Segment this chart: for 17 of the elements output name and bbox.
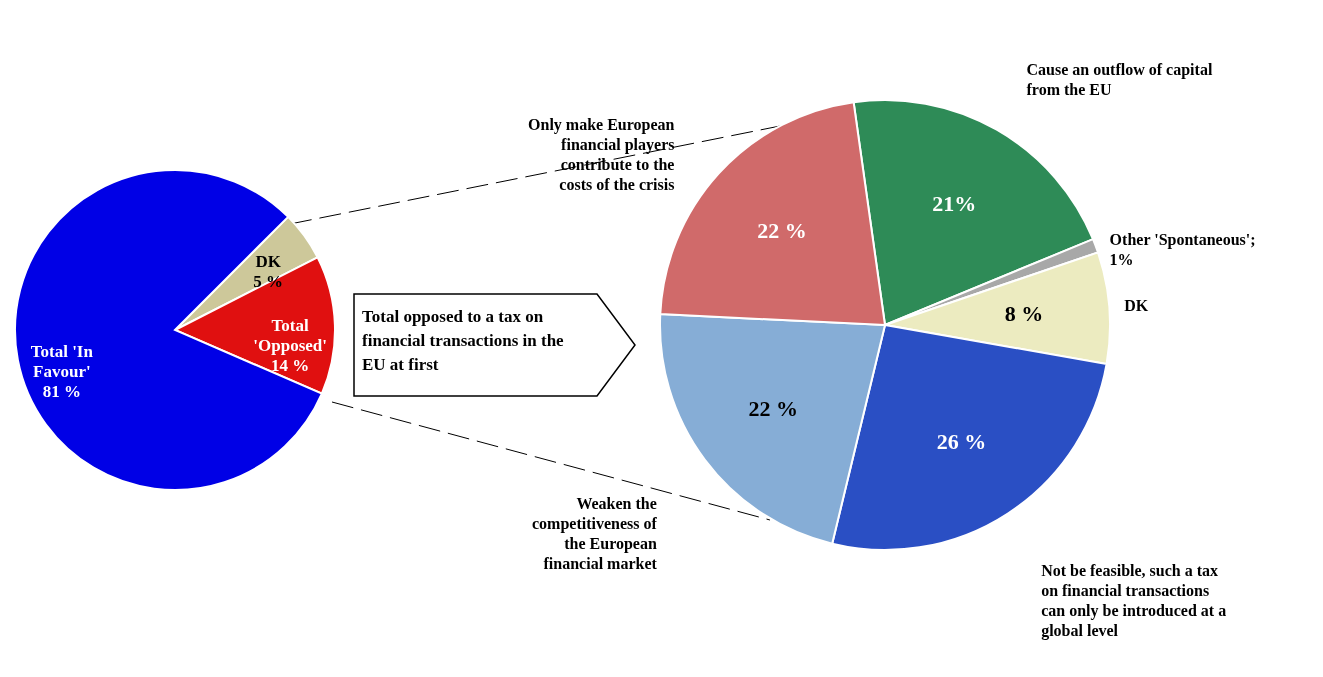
slice-label: Only make European financial players contribute to the costs of the crisis [528,115,675,193]
slice-label: Not be feasible, such a tax on financial transactions can only be introduced at a global level [1041,562,1227,641]
data-label: 26 % [936,428,987,454]
slice-label: Weaken the competitiveness of the European financial market [532,494,658,572]
data-label: 14 % [271,356,310,376]
slice-label: DK [1124,297,1149,315]
slice-label: Total 'Opposed' [253,316,327,356]
data-label: 22 % [748,395,799,421]
text: Total opposed to a tax on financial transactions in the EU at first [362,306,565,376]
slice-label: Cause an outflow of capital from the EU [1026,60,1213,98]
slice-label: DK [255,252,282,272]
slice-label: Other 'Spontaneous'; 1% [1109,231,1256,269]
data-label: 8 % [1004,301,1044,327]
slice-label: Total 'In Favour' [30,341,94,381]
data-label: 21% [932,190,977,216]
data-label: 22 % [757,217,807,243]
data-label: 81 % [42,381,81,401]
